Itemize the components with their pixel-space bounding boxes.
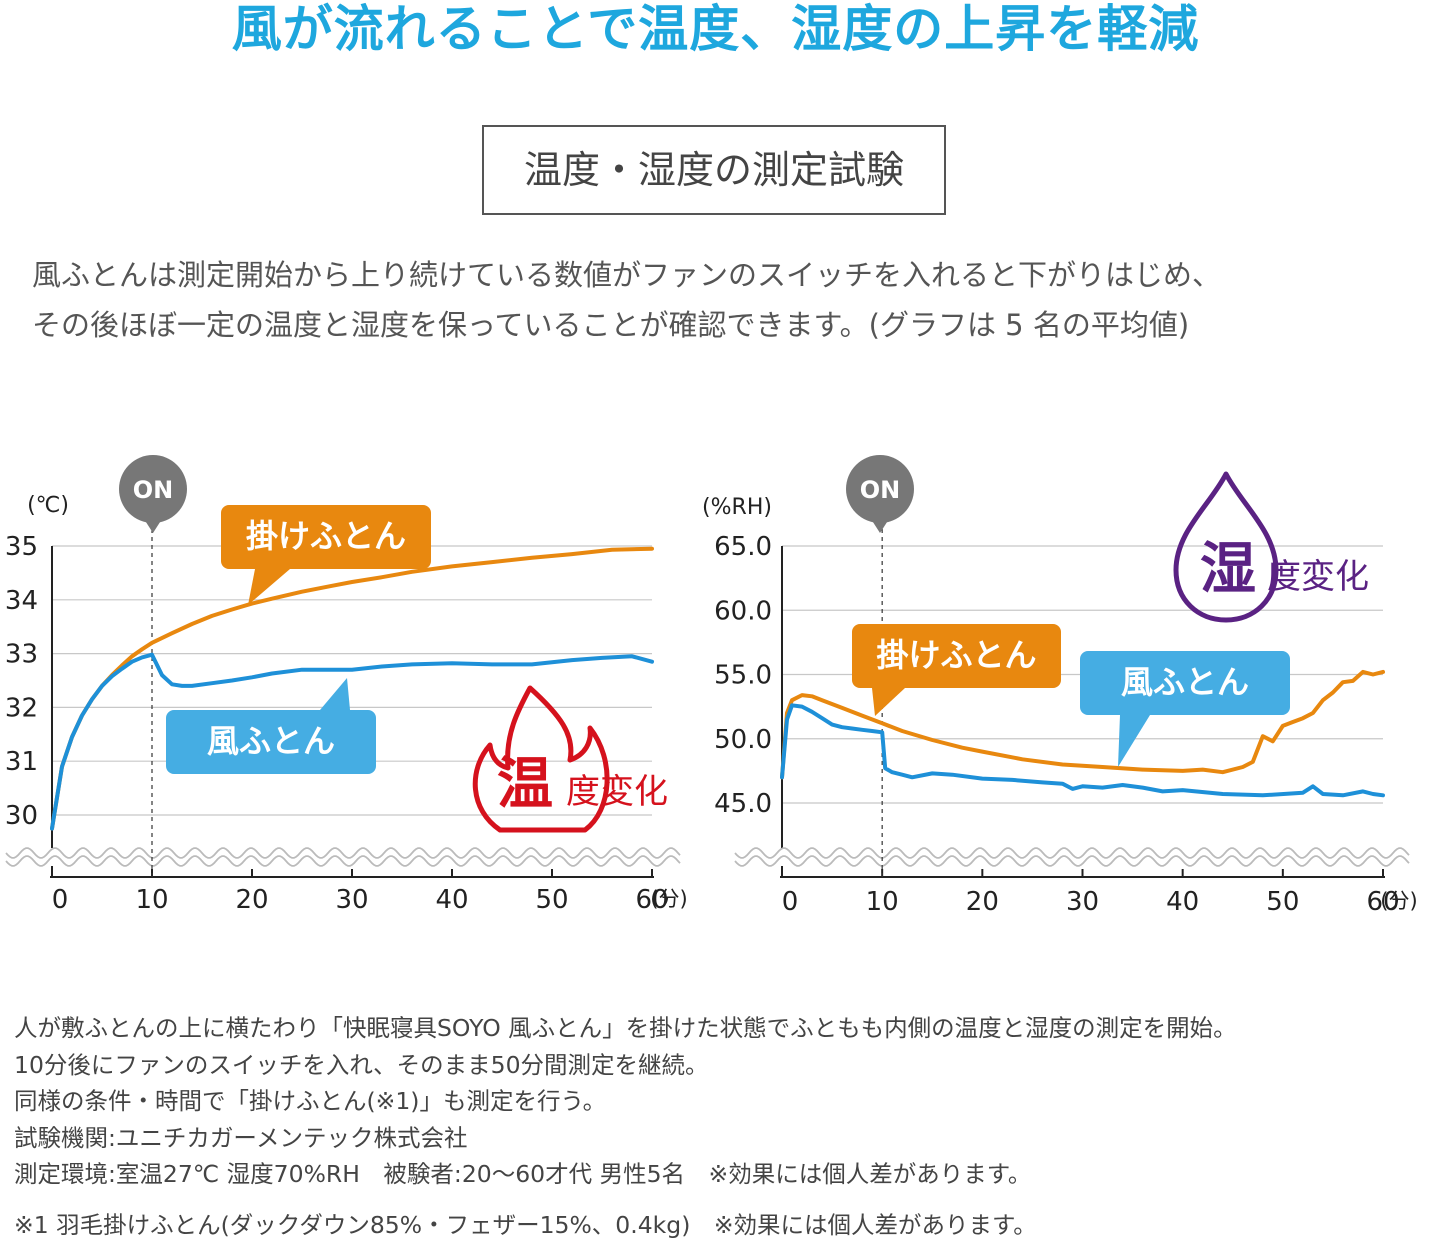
badge-label: 度変化 (1267, 557, 1369, 597)
legend-label-kazefuton: 風ふとん (1121, 663, 1249, 701)
callout-kakefuton-tail (872, 688, 905, 716)
axis-break-wave (734, 855, 1410, 867)
x-axis-unit: (分) (650, 887, 687, 911)
axis-break-wave (5, 855, 681, 867)
page-title: 風が流れることで温度、湿度の上昇を軽減 (231, 0, 1200, 58)
on-badge-pointer (871, 519, 889, 533)
callout-kazefuton-tail (320, 678, 350, 710)
legend-label-kakefuton: 掛けふとん (876, 636, 1036, 674)
x-tick-label: 60 (1366, 887, 1399, 917)
x-tick-label: 20 (235, 885, 268, 915)
x-tick-label: 40 (1166, 887, 1199, 917)
x-tick-label: 60 (635, 885, 668, 915)
y-tick-label: 33 (5, 640, 38, 670)
legend-label-kazefuton: 風ふとん (207, 722, 335, 760)
x-tick-label: 50 (535, 885, 568, 915)
y-tick-label: 45.0 (714, 789, 772, 819)
series-line-kazefuton (780, 703, 1385, 798)
badge-big-char: 湿 (1200, 537, 1256, 602)
x-tick-label: 40 (435, 885, 468, 915)
on-badge (119, 455, 187, 523)
flame-icon (472, 685, 610, 833)
y-tick-label: 65.0 (714, 532, 772, 562)
y-axis-unit: (%RH) (702, 495, 772, 520)
x-tick-label: 50 (1266, 887, 1299, 917)
badge-label: 度変化 (566, 772, 668, 812)
note-line: 人が敷ふとんの上に横たわり「快眠寝具SOYO 風ふとん」を掛けた状態でふともも内… (14, 1014, 1237, 1042)
x-tick-label: 30 (335, 885, 368, 915)
test-notes: 人が敷ふとんの上に横たわり「快眠寝具SOYO 風ふとん」を掛けた状態でふともも内… (14, 1010, 1429, 1193)
y-tick-label: 55.0 (714, 661, 772, 691)
x-tick-label: 0 (782, 887, 799, 917)
section-label: 温度・湿度の測定試験 (482, 125, 946, 215)
series-line-kakefuton (780, 669, 1385, 780)
badge-big-char: 温 (497, 752, 553, 817)
callout-kazefuton (1080, 651, 1290, 715)
x-tick-label: 20 (966, 887, 999, 917)
x-axis-unit: (分) (1380, 889, 1417, 913)
note-line: 測定環境:室温27℃ 湿度70%RH 被験者:20〜60才代 男性5名 ※効果に… (14, 1160, 1032, 1188)
description-line: その後ほぼ一定の温度と湿度を保っていることが確認できます。(グラフは 5 名の平… (32, 308, 1190, 342)
axis-break-wave (5, 847, 681, 859)
humidity-chart: 45.0 50.0 55.0 60.0 65.0 (%RH) 0 10 20 30 40 50 60(分… (702, 455, 1418, 917)
note-line: 試験機関:ユニチカガーメンテック株式会社 (14, 1123, 468, 1152)
note-line: 10分後にファンのスイッチを入れ、そのまま50分間測定を継続。 (14, 1050, 709, 1079)
on-badge (846, 455, 914, 523)
on-badge-label: ON (133, 476, 174, 504)
callout-kazefuton (166, 710, 376, 774)
on-badge-label: ON (860, 476, 901, 504)
temperature-chart: 30 31 32 33 34 35 (℃) 0 10 20 30 40 50 60(分) ON 掛けふとん風ふ… (5, 455, 688, 915)
x-tick-label: 10 (135, 885, 168, 915)
description: 風ふとんは測定開始から上り続けている数値がファンのスイッチを入れると下がりはじめ… (32, 250, 1422, 350)
legend-label-kakefuton: 掛けふとん (246, 517, 406, 555)
y-tick-label: 30 (5, 801, 38, 831)
y-tick-label: 31 (5, 747, 38, 777)
callout-kakefuton (221, 505, 431, 569)
x-tick-label: 30 (1066, 887, 1099, 917)
series-line-kakefuton (50, 546, 654, 831)
y-tick-label: 35 (5, 532, 38, 562)
description-line: 風ふとんは測定開始から上り続けている数値がファンのスイッチを入れると下がりはじめ… (32, 258, 1222, 292)
footnote: ※1 羽毛掛けふとん(ダックダウン85%・フェザー15%、0.4kg) ※効果に… (14, 1211, 1037, 1239)
y-axis-unit: (℃) (27, 493, 69, 518)
y-tick-label: 32 (5, 693, 38, 723)
x-tick-label: 10 (866, 887, 899, 917)
water-drop-icon (1173, 471, 1279, 623)
y-tick-label: 50.0 (714, 725, 772, 755)
axis-break-wave (734, 847, 1410, 859)
callout-kakefuton-tail (248, 569, 290, 605)
x-tick-label: 0 (52, 885, 69, 915)
note-line: 同様の条件・時間で「掛けふとん(※1)」も測定を行う。 (14, 1087, 607, 1115)
callout-kazefuton-tail (1118, 715, 1150, 767)
y-tick-label: 60.0 (714, 596, 772, 626)
callout-kakefuton (852, 624, 1061, 688)
on-badge-pointer (144, 519, 162, 533)
y-tick-label: 34 (5, 586, 38, 616)
series-line-kazefuton (50, 652, 654, 831)
